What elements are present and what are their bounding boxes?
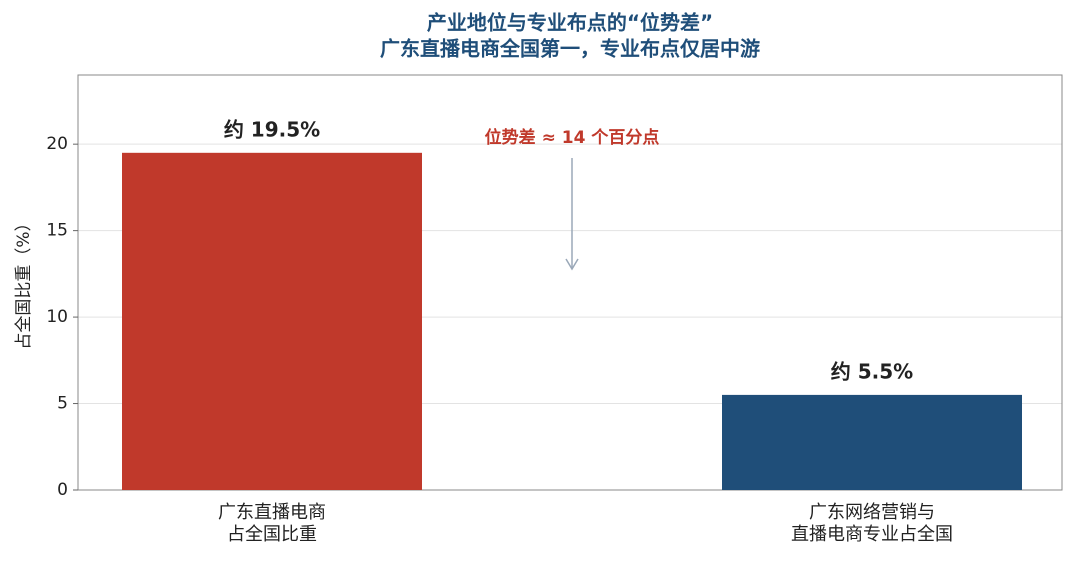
y-axis-label: 占全国比重（%） [14,214,34,349]
bar [722,394,1022,490]
annotation: 位势差 ≈ 14 个百分点 [485,127,660,148]
chart-subtitle: 广东直播电商全国第一，专业布点仅居中游 [380,37,760,61]
x-tick-label: 广东直播电商 占全国比重 [218,502,326,545]
y-tick-label: 10 [46,307,68,327]
value-label: 约 5.5% [831,359,913,383]
y-tick-label: 20 [46,134,68,154]
chart-title: 产业地位与专业布点的“位势差” [427,11,713,35]
value-label: 约 19.5% [224,117,320,141]
y-tick-label: 5 [57,394,68,414]
bar [122,152,422,490]
x-tick-label: 广东网络营销与 直播电商专业占全国 [791,502,953,545]
arrow-head [565,258,579,271]
plot-frame [77,74,1063,491]
y-tick-label: 0 [57,480,68,500]
y-tick-label: 15 [46,221,68,241]
